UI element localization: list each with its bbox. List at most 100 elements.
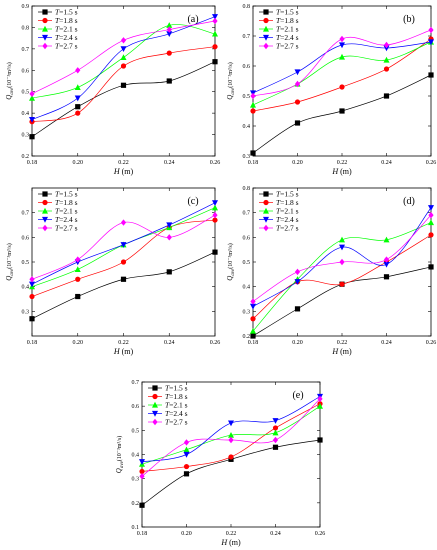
data-point-series-1 (428, 264, 434, 270)
x-tick-label: 0.22 (337, 160, 348, 166)
y-tick-label: 0.7 (22, 47, 30, 53)
legend-equals: = (59, 190, 63, 199)
chart-panel-d: 0.18 0.20 0.22 0.24 0.26 0.2 0.3 0.4 0.5 0.6 0.7 0.… (226, 186, 436, 356)
data-point-series-5 (228, 436, 234, 444)
data-point-series-4 (166, 31, 173, 38)
legend-marker (263, 17, 269, 24)
y-axis-label-unit: (10⁻³m³/s) (6, 62, 13, 87)
y-tick-label: 0.7 (243, 211, 251, 217)
legend-symbol: T (165, 401, 170, 410)
series-line-1 (31, 61, 216, 138)
series-line-1 (252, 266, 432, 337)
legend-entry: T=2.7 s (55, 224, 78, 233)
legend-symbol: T (55, 33, 60, 42)
legend-equals: = (280, 16, 284, 25)
legend-marker (42, 191, 48, 197)
data-point-series-4 (383, 45, 390, 52)
data-point-series-2 (339, 84, 345, 90)
y-tick-label: 0.6 (243, 235, 251, 241)
legend-marker (42, 224, 48, 232)
legend-entry: T=2.1 s (55, 207, 78, 216)
legend-entry: T=2.7 s (165, 418, 188, 427)
legend-value: 1.5 s (63, 8, 77, 17)
legend-marker (42, 17, 48, 24)
legend-equals: = (169, 384, 173, 393)
y-axis-label-subscript: ave (10, 268, 15, 276)
data-point-series-5 (383, 41, 390, 49)
y-axis-label-subscript: ave (231, 268, 236, 276)
data-point-series-5 (139, 473, 145, 480)
x-axis-label-symbol: H (331, 347, 339, 356)
legend-symbol: T (165, 409, 170, 418)
data-point-series-3 (339, 236, 345, 243)
legend-value: 1.5 s (284, 190, 298, 199)
legend-entry: T=1.5 s (165, 384, 188, 393)
data-point-series-5 (75, 256, 81, 263)
legend-symbol: T (165, 392, 170, 401)
data-point-series-2 (272, 425, 279, 431)
data-point-series-1 (294, 306, 301, 312)
y-tick-label: 0.4 (22, 285, 30, 291)
y-tick-label: 0.2 (22, 154, 30, 160)
legend-equals: = (280, 8, 284, 17)
legend-marker (42, 216, 48, 223)
data-point-series-1 (428, 72, 434, 78)
legend-equals: = (59, 215, 63, 224)
y-axis-label: Qave(10⁻³m³/s) (226, 62, 236, 99)
y-tick-label: 0.7 (243, 34, 251, 40)
x-tick-label: 0.22 (118, 340, 129, 346)
y-tick-label: 0.5 (22, 90, 30, 96)
legend-entry: T=1.5 s (55, 190, 78, 199)
legend-equals: = (59, 33, 63, 42)
x-tick-label: 0.20 (181, 531, 192, 537)
legend-marker (42, 42, 48, 50)
data-point-series-2 (250, 316, 256, 322)
data-point-series-1 (183, 471, 190, 477)
legend-equals: = (169, 392, 173, 401)
x-tick-label: 0.18 (248, 340, 259, 346)
data-point-series-5 (250, 92, 256, 100)
legend-symbol: T (165, 384, 170, 393)
legend-value: 2.4 s (63, 33, 77, 42)
legend-value: 2.1 s (63, 25, 77, 34)
chart-panel-a: 0.18 0.20 0.22 0.24 0.26 0.2 0.3 0.4 0.5 0.6 0.7 0.… (5, 4, 220, 176)
data-point-series-5 (166, 234, 172, 241)
data-point-series-2 (120, 259, 127, 265)
data-point-series-3 (74, 266, 81, 272)
legend-entry: T=2.4 s (55, 215, 78, 224)
data-point-series-5 (212, 211, 218, 219)
data-point-series-4 (250, 303, 256, 310)
data-point-series-3 (428, 219, 434, 226)
legend-marker (42, 207, 48, 214)
x-axis-label: H (m) (113, 347, 134, 356)
data-point-series-5 (428, 211, 434, 219)
x-tick-label: 0.22 (226, 531, 237, 537)
y-tick-label: 0.7 (22, 211, 30, 217)
chart-panel-e: 0.18 0.20 0.22 0.24 0.26 0.1 0.2 0.3 0.4 0.5 0.6 0.… (115, 380, 325, 547)
legend-marker (152, 410, 158, 417)
panel-label: (d) (403, 196, 415, 207)
legend-symbol: T (55, 25, 60, 34)
legend-equals: = (280, 224, 284, 233)
y-tick-label: 0.8 (22, 25, 30, 31)
legend-symbol: T (276, 190, 281, 199)
data-point-series-5 (29, 90, 35, 98)
y-axis-label: Qave(10⁻³m³/s) (226, 243, 236, 280)
legend-symbol: T (276, 8, 281, 17)
legend-equals: = (59, 207, 63, 216)
x-tick-label: 0.18 (27, 340, 38, 346)
x-tick-label: 0.26 (210, 340, 221, 346)
x-tick-label: 0.18 (248, 160, 259, 166)
data-point-series-3 (250, 101, 256, 108)
data-point-series-5 (120, 219, 127, 226)
legend-symbol: T (165, 418, 170, 427)
data-point-series-1 (75, 293, 81, 300)
legend-value: 2.4 s (63, 215, 77, 224)
y-tick-label: 0.4 (243, 285, 251, 291)
data-point-series-4 (339, 244, 345, 251)
data-point-series-1 (120, 82, 127, 88)
panel-label: (c) (187, 196, 198, 207)
legend-marker (263, 42, 269, 50)
data-point-series-5 (166, 26, 172, 33)
data-point-series-4 (272, 418, 279, 424)
